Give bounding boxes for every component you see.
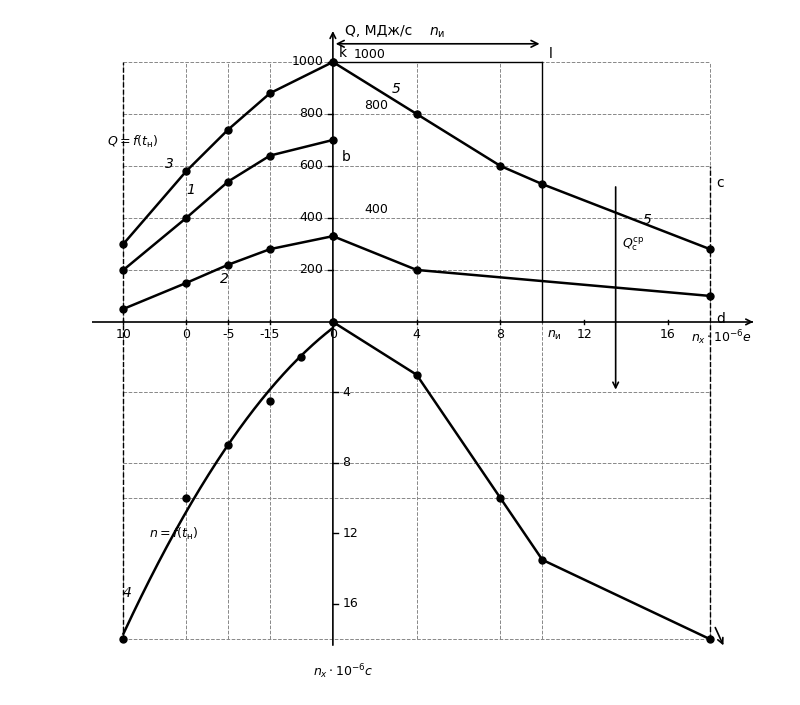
Text: k: k	[339, 46, 347, 60]
Text: 600: 600	[299, 159, 323, 173]
Text: 16: 16	[660, 328, 676, 341]
Text: 10: 10	[115, 328, 131, 341]
Text: 4: 4	[123, 587, 132, 601]
Text: $Q = f(t_{\rm н})$: $Q = f(t_{\rm н})$	[106, 134, 158, 150]
Text: c: c	[716, 176, 724, 190]
Text: 3: 3	[165, 157, 174, 171]
Text: 1: 1	[186, 183, 195, 197]
Text: 0: 0	[182, 328, 190, 341]
Text: $n_x \cdot 10^{-6} e$: $n_x \cdot 10^{-6} e$	[691, 329, 752, 347]
Text: 400: 400	[299, 212, 323, 224]
Text: Q, МДж/с: Q, МДж/с	[346, 24, 413, 38]
Text: 12: 12	[342, 527, 358, 540]
Text: 8: 8	[342, 456, 350, 470]
Text: 1000: 1000	[354, 48, 386, 61]
Text: 800: 800	[364, 99, 388, 112]
Text: $n = f(t_{\rm н})$: $n = f(t_{\rm н})$	[149, 526, 198, 542]
Text: 0: 0	[329, 328, 337, 341]
Text: 16: 16	[342, 597, 358, 611]
Text: -15: -15	[260, 328, 280, 341]
Text: b: b	[342, 150, 350, 164]
Text: 2: 2	[219, 271, 228, 286]
Text: l: l	[549, 47, 553, 61]
Text: $n_x \cdot 10^{-6} c$: $n_x \cdot 10^{-6} c$	[314, 662, 374, 681]
Text: $Q_{\rm c}^{\rm cp}$: $Q_{\rm c}^{\rm cp}$	[622, 235, 645, 253]
Text: $n_{\rm и}$: $n_{\rm и}$	[546, 329, 562, 341]
Text: 5: 5	[391, 82, 400, 96]
Text: $n_{\rm и}$: $n_{\rm и}$	[430, 25, 446, 40]
Text: 4: 4	[413, 328, 421, 341]
Text: 12: 12	[576, 328, 592, 341]
Text: d: d	[716, 312, 725, 326]
Text: 400: 400	[364, 203, 388, 216]
Text: -5: -5	[222, 328, 234, 341]
Text: 8: 8	[497, 328, 505, 341]
Text: 1000: 1000	[291, 56, 323, 68]
Text: 800: 800	[299, 107, 323, 121]
Text: 4: 4	[342, 386, 350, 399]
Text: 5: 5	[642, 213, 651, 227]
Text: 200: 200	[299, 264, 323, 276]
